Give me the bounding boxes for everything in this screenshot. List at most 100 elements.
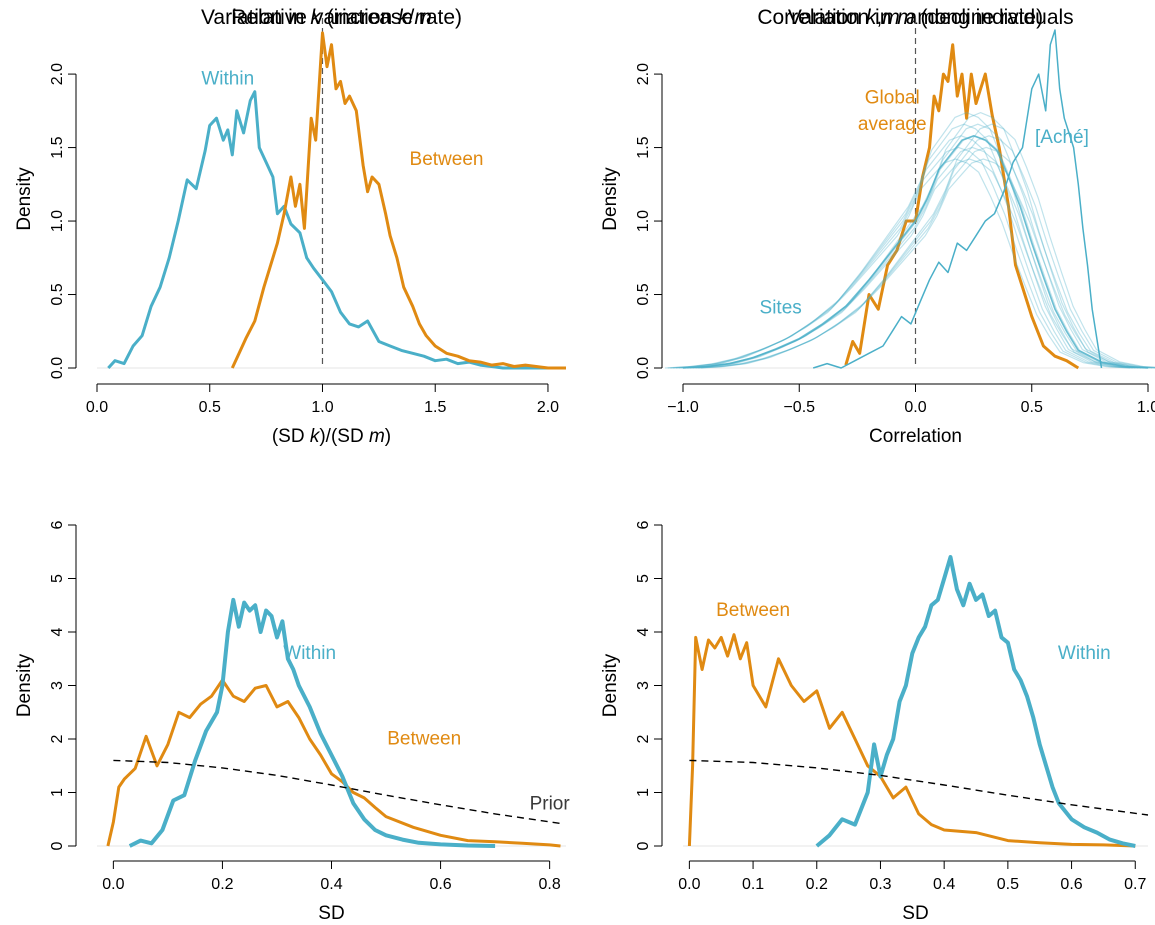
y-tick-label: 0.5 [635,283,652,305]
x-tick-label: 2.0 [537,399,559,416]
chart-title-part: Relative variation [231,6,398,29]
x-tick-label: 1.0 [1137,399,1155,416]
y-axis-label: Density [14,167,35,231]
series-ach [812,29,1103,369]
site-curve [698,135,1155,369]
x-axis-label-part: k [310,426,321,447]
x-tick-label: 0.5 [1021,399,1043,416]
y-tick-label: 2 [49,734,66,743]
site-curve [695,146,1155,369]
x-tick-label: 0.7 [1124,876,1146,893]
y-axis-label: Density [600,653,621,717]
y-tick-label: 1.0 [49,210,66,232]
annotation-label: Between [387,728,461,749]
panel-2: Correlation k,m among individuals −1.0 −0.… [600,6,1155,447]
y-tick-label: 0 [49,841,66,850]
chart-title-part: (decline rate) [915,6,1043,29]
series-within [815,555,1136,848]
series-sites [664,111,1155,369]
chart-title-part: k [310,6,322,29]
y-tick-label: 2.0 [49,63,66,85]
chart-title-part: (increase rate) [321,6,462,29]
x-tick-label: −1.0 [667,399,699,416]
x-axis-label-part: )/(SD [319,426,369,447]
annotation-label: Sites [760,298,802,319]
x-tick-label: 1.0 [311,399,333,416]
x-tick-label: 0.6 [429,876,451,893]
chart-title: Relative variation k/m [231,6,432,29]
annotation-label: Prior [530,794,571,815]
x-tick-label: 1.5 [424,399,446,416]
annotation-label: Between [410,149,484,170]
series-between [687,633,1136,848]
y-tick-label: 6 [49,520,66,529]
series-between [230,31,566,370]
series-prior [689,759,1149,816]
x-tick-label: 0.0 [86,399,108,416]
y-tick-label: 1 [49,788,66,797]
series-between [106,678,561,848]
y-tick-label: 1 [635,788,652,797]
y-tick-label: 4 [49,627,66,636]
site-mean-curve [682,134,1149,369]
site-curve [678,158,1144,369]
y-tick-label: 0 [635,841,652,850]
y-axis-label: Density [600,167,621,231]
chart-title-part: k [866,6,878,29]
panel-1: Relative variation k/m 0.0 0.5 1.0 1.5 2.0 0.0… [14,6,566,447]
y-tick-label: 5 [49,574,66,583]
series-within [128,597,496,848]
y-tick-label: 2.0 [635,63,652,85]
chart-title-part: k [398,6,410,29]
y-tick-label: 6 [635,520,652,529]
x-tick-label: 0.4 [933,876,955,893]
panel-3: Variation in k (increase rate) 0.0 0.2 0.4 0… [14,6,570,924]
x-tick-label: 0.4 [320,876,342,893]
panel-4: Variation in m (decline rate) 0.0 0.1 0.2 0.… [600,6,1149,924]
chart-title: Variation in m (decline rate) [788,6,1043,29]
x-tick-label: 0.2 [806,876,828,893]
x-tick-label: 0.0 [102,876,124,893]
annotation-label: Within [283,643,336,664]
x-axis-label-part: (SD [272,426,310,447]
x-axis-label: SD [318,903,344,924]
x-axis-label: Correlation [869,426,962,447]
x-tick-label: 0.5 [997,876,1019,893]
y-tick-label: 3 [635,681,652,690]
x-axis-label-part: ) [385,426,391,447]
y-tick-label: 5 [635,574,652,583]
chart-title: Correlation k,m among individuals [757,6,1073,29]
annotation-label: Between [716,600,790,621]
y-tick-label: 0.0 [49,357,66,379]
chart-title-part: m [882,6,900,29]
y-tick-label: 1.5 [635,136,652,158]
y-tick-label: 1.0 [635,210,652,232]
chart-title-part: Correlation [757,6,866,29]
series-global-average [844,43,1080,370]
series-prior [113,759,561,825]
chart-title-part: m [897,6,915,29]
x-tick-label: 0.8 [539,876,561,893]
x-tick-label: 0.6 [1060,876,1082,893]
annotation-label: average [858,114,927,135]
x-tick-label: 0.1 [742,876,764,893]
site-curve [670,135,1136,369]
annotation-label: Within [201,68,254,89]
site-curve [673,123,1139,369]
annotation-label: [Aché] [1035,127,1089,148]
x-axis-label-part: m [369,426,385,447]
y-tick-label: 4 [635,627,652,636]
chart-title-part: m [414,6,432,29]
chart-title-part: Variation in [201,6,310,29]
chart-title: Variation in k (increase rate) [201,6,462,29]
y-tick-label: 0.5 [49,283,66,305]
site-curve [692,158,1155,369]
y-tick-label: 0.0 [635,357,652,379]
x-tick-label: 0.0 [904,399,926,416]
x-axis-label: (SD k)/(SD m) [272,426,391,447]
x-tick-label: 0.2 [211,876,233,893]
x-tick-label: −0.5 [783,399,815,416]
x-tick-label: 0.0 [678,876,700,893]
x-axis-label: SD [902,903,928,924]
